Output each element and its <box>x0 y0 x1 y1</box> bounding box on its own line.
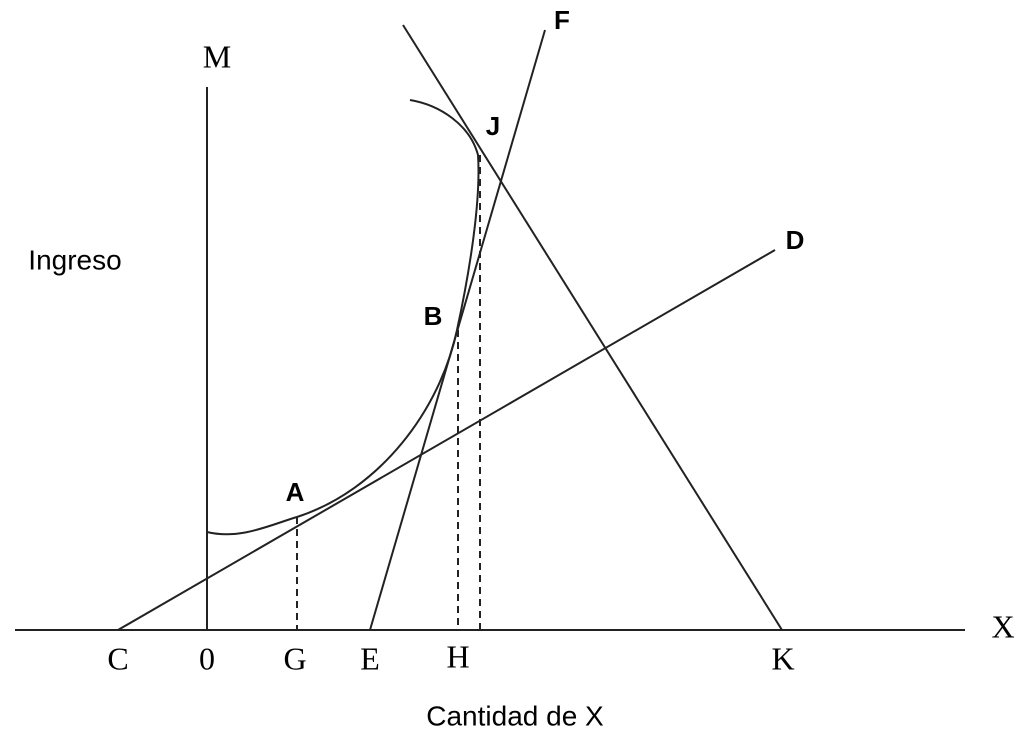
curve <box>206 99 480 536</box>
point-label: J <box>486 111 500 141</box>
point-label: 0 <box>199 640 215 676</box>
point-label: K <box>771 640 794 676</box>
axis-label: Cantidad de X <box>426 700 604 731</box>
point-label: G <box>283 640 306 676</box>
point-label: C <box>107 640 128 676</box>
point-label: A <box>286 477 305 507</box>
point-label: F <box>554 5 570 35</box>
line-k <box>402 24 783 631</box>
point-label: E <box>360 640 380 676</box>
line-cd <box>117 249 776 631</box>
axis-name: X <box>991 608 1014 644</box>
point-label: H <box>446 638 469 674</box>
point-label: B <box>424 301 443 331</box>
axis-label: Ingreso <box>28 244 121 275</box>
axis-name: M <box>203 38 231 74</box>
point-label: D <box>786 225 805 255</box>
